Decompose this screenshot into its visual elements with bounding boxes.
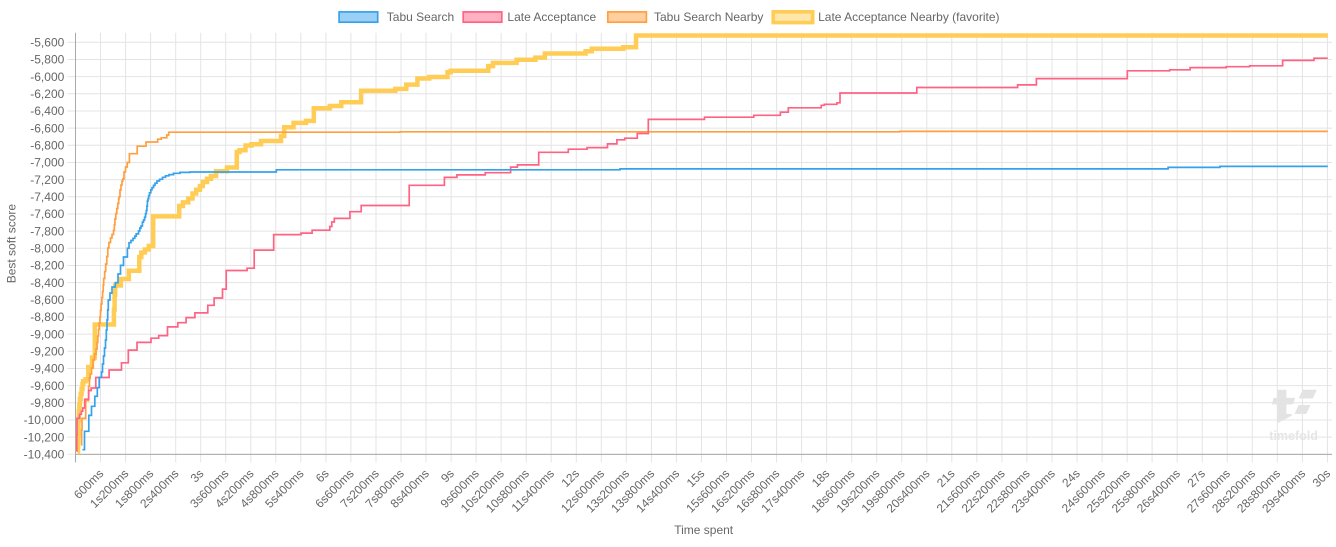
svg-text:-7,800: -7,800 [30, 224, 64, 238]
svg-text:Late Acceptance Nearby (favori: Late Acceptance Nearby (favorite) [818, 10, 999, 24]
svg-text:-10,400: -10,400 [24, 448, 65, 462]
svg-text:-8,400: -8,400 [30, 276, 64, 290]
svg-text:-6,200: -6,200 [30, 87, 64, 101]
svg-text:-8,600: -8,600 [30, 293, 64, 307]
svg-text:-9,600: -9,600 [30, 379, 64, 393]
svg-text:-5,600: -5,600 [30, 36, 64, 50]
svg-text:-6,000: -6,000 [30, 70, 64, 84]
svg-text:-8,800: -8,800 [30, 310, 64, 324]
svg-text:-8,000: -8,000 [30, 242, 64, 256]
svg-text:-9,400: -9,400 [30, 362, 64, 376]
svg-text:-7,000: -7,000 [30, 156, 64, 170]
svg-text:-9,000: -9,000 [30, 327, 64, 341]
svg-text:Best soft score: Best soft score [5, 204, 19, 284]
svg-text:-6,600: -6,600 [30, 121, 64, 135]
svg-text:-7,400: -7,400 [30, 190, 64, 204]
svg-text:-8,200: -8,200 [30, 259, 64, 273]
svg-text:timefold: timefold [1269, 429, 1318, 443]
svg-text:Late Acceptance: Late Acceptance [507, 10, 596, 24]
svg-text:Tabu Search Nearby: Tabu Search Nearby [654, 10, 763, 24]
svg-text:-7,200: -7,200 [30, 173, 64, 187]
svg-text:-10,000: -10,000 [24, 413, 65, 427]
svg-text:-7,600: -7,600 [30, 207, 64, 221]
svg-text:-5,800: -5,800 [30, 53, 64, 67]
svg-text:Time spent: Time spent [674, 523, 734, 537]
svg-text:-9,800: -9,800 [30, 396, 64, 410]
svg-text:Tabu Search: Tabu Search [387, 10, 454, 24]
svg-text:-6,400: -6,400 [30, 104, 64, 118]
svg-text:-9,200: -9,200 [30, 345, 64, 359]
svg-text:-10,200: -10,200 [24, 430, 65, 444]
svg-text:-6,800: -6,800 [30, 139, 64, 153]
